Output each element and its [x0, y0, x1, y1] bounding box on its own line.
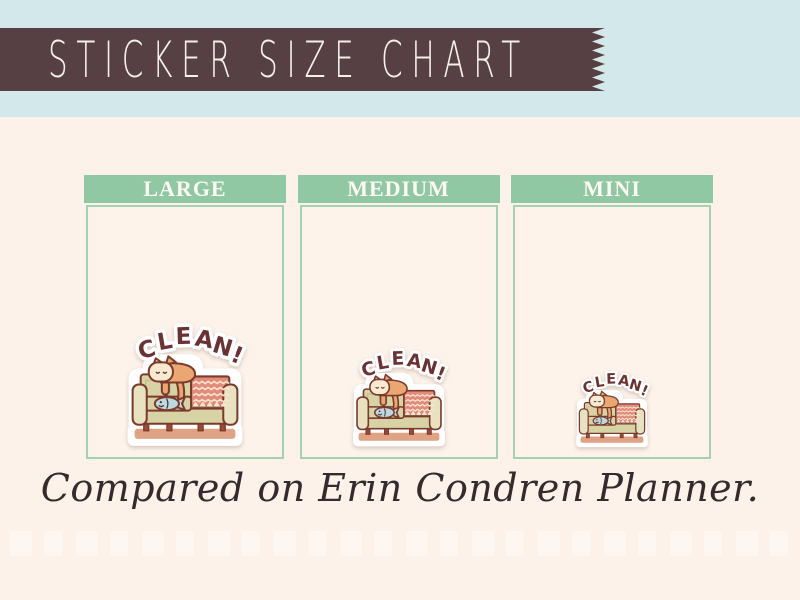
cat-couch-sticker: C L E A N ! [352, 346, 451, 447]
top-banner-strip: STICKER SIZE CHART [0, 0, 800, 117]
svg-text:E: E [175, 324, 192, 351]
cat-face [593, 400, 601, 403]
cat-face [155, 371, 168, 374]
svg-text:A: A [617, 373, 632, 391]
svg-text:N: N [418, 355, 439, 380]
cat-ear-right [164, 355, 177, 366]
blanket-fringe [404, 410, 433, 415]
cat-couch-sticker: C L E A N ! [576, 369, 652, 448]
size-body-mini: C L E A N ! [513, 205, 711, 459]
svg-text:E: E [606, 371, 616, 387]
floor [358, 432, 439, 441]
blanket-fringe [192, 401, 228, 407]
svg-text:C: C [581, 379, 596, 397]
cat-head [147, 361, 174, 383]
blanket-pattern [616, 406, 640, 421]
floor [580, 436, 644, 443]
sticker-preview-large: C L E A N ! [115, 320, 256, 449]
svg-text:A: A [193, 326, 215, 355]
fish-face [158, 398, 169, 409]
svg-text:L: L [594, 374, 606, 391]
svg-text:E: E [391, 348, 404, 369]
sticker-text-halo: C L E A N ! [356, 346, 451, 389]
svg-text:L: L [375, 352, 390, 375]
size-header-large: LARGE [84, 175, 286, 203]
fish-face [595, 417, 602, 425]
cat-head [368, 378, 390, 396]
size-column-large: LARGE C L E A N ! [84, 175, 286, 459]
size-body-large: C L E A N ! [86, 205, 284, 459]
size-column-mini: MINI C L E A N ! [511, 175, 713, 459]
svg-text:A: A [617, 373, 632, 391]
size-body-medium: C L E A N ! [299, 205, 498, 459]
title-ribbon: STICKER SIZE CHART [0, 28, 605, 91]
svg-text:C: C [359, 358, 378, 382]
svg-text:A: A [405, 350, 423, 373]
size-header-medium: MEDIUM [297, 175, 500, 203]
blanket-pattern [404, 393, 435, 412]
svg-text:N: N [627, 377, 643, 396]
size-columns: LARGE C L E A N ! [84, 175, 713, 459]
floor [134, 428, 236, 439]
page-title: STICKER SIZE CHART [48, 30, 529, 89]
watermark [10, 531, 790, 556]
blanket-fringe [616, 419, 639, 423]
svg-text:E: E [606, 371, 616, 387]
svg-text:E: E [175, 324, 192, 351]
comparison-caption: Compared on Erin Condren Planner. [40, 466, 760, 510]
size-column-medium: MEDIUM C L E A N ! [297, 175, 500, 459]
cat [147, 355, 197, 408]
svg-text:C: C [135, 335, 159, 365]
sticker-text: C L E A N ! [581, 371, 650, 400]
cat-couch-sticker: C L E A N ! [127, 320, 250, 446]
cat-ear-right [599, 390, 607, 397]
fish [373, 405, 400, 419]
cat [588, 390, 619, 424]
couch-legs [364, 424, 432, 435]
sticker-text: C L E A N ! [135, 324, 246, 370]
sticker-preview-medium: C L E A N ! [342, 346, 455, 449]
blanket-pattern [192, 380, 230, 403]
fish-face [377, 408, 386, 417]
cat-ear-right [382, 373, 393, 382]
size-header-mini: MINI [511, 175, 713, 203]
fish [153, 394, 187, 412]
svg-text:L: L [155, 328, 174, 356]
cat-head [588, 394, 606, 408]
cat-face [374, 386, 385, 389]
sticker-preview-mini: C L E A N ! [568, 369, 656, 449]
sticker-text: C L E A N ! [359, 348, 448, 385]
svg-text:E: E [391, 348, 404, 369]
